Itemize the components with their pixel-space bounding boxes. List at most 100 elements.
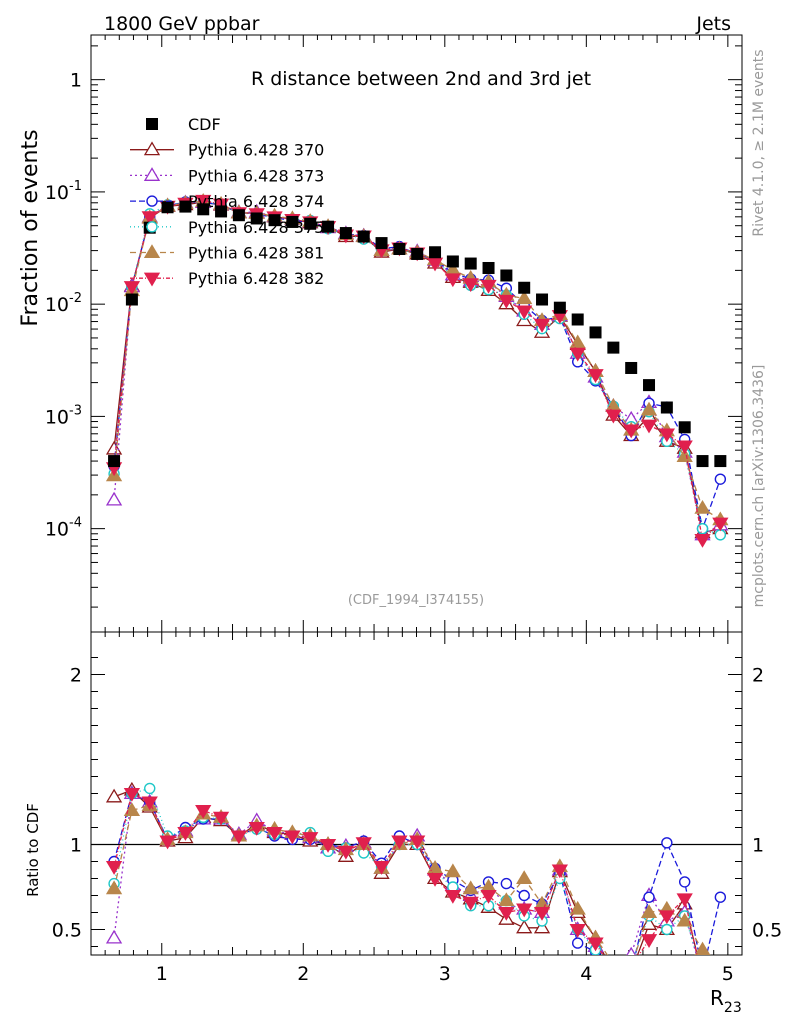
series-382-point [605,409,622,424]
x-tick-label: 3 [439,963,451,985]
cdf-data-point [607,341,620,354]
cdf-data-point [179,200,192,213]
series-382-ratio-point [480,889,497,904]
series-374-ratio-point [698,967,708,977]
cdf-data-point [553,301,566,314]
series-374-ratio-point [661,837,673,849]
series-382-ratio-point [676,893,693,908]
series-382-ratio-point [212,811,230,826]
series-382-ratio-point [696,976,710,988]
cdf-data-point [571,313,584,326]
cdf-data-point [482,261,495,274]
series-382-ratio-point [302,832,319,846]
series-375-ratio-point [698,967,708,977]
ratio-tick-label-right: 2 [752,665,764,687]
x-axis-label-main: R [710,986,724,1010]
legend-marker [143,244,161,259]
cdf-data-point [536,293,549,306]
series-370-ratio-point [516,919,533,934]
cdf-data-point [161,201,174,214]
y-tick-label: 10-4 [45,516,82,541]
series-381-ratio-point [624,960,638,972]
series-381-point [676,448,693,462]
series-382-ratio-point [195,804,212,819]
cdf-data-point [518,281,531,294]
ratio-frame [90,631,743,956]
x-tick-label: 2 [297,963,309,985]
series-381-ratio-point [676,912,693,927]
cdf-data-point [339,227,352,240]
series-382-point [712,517,729,532]
legend-marker-cdf [146,118,158,130]
x-tick-label: 4 [580,963,592,985]
header-left: 1800 GeV ppbar [104,13,260,35]
legend-marker [143,272,161,287]
y-tick-label: 10-1 [45,179,82,204]
cdf-data-point [625,361,638,374]
series-374-ratio-point [714,891,727,903]
series-381-ratio-point [498,892,515,907]
ratio-tick-label: 0.5 [52,920,82,942]
y-tick-exponent: -3 [69,403,82,418]
series-381-point [694,499,711,514]
series-382-point [516,305,533,320]
ratio-series [105,781,727,988]
legend-marker [146,221,158,233]
legend-marker [146,195,158,207]
cdf-data-point [286,215,299,228]
series-382-point [694,533,711,548]
series-382-ratio-point [624,962,638,974]
cdf-data-point [678,421,691,434]
series-381-ratio-point [462,880,479,895]
cdf-data-point [393,243,406,256]
series-382-ratio-point [355,837,372,852]
x-tick-label: 1 [156,963,168,985]
main-series [105,192,729,548]
header-right: Jets [695,13,731,35]
series-382-ratio-point [409,835,426,850]
series-381-ratio-point [606,957,620,969]
series-382-ratio-point [533,906,551,921]
series-373-ratio-point [626,946,637,955]
cdf-data-point [696,455,709,468]
series-382-ratio-point [248,821,265,836]
legend-label: Pythia 6.428 373 [188,166,324,185]
ratio-tick-label-right: 0.5 [752,920,782,942]
series-381-ratio-point [694,941,711,955]
series-375-ratio-point [608,959,618,969]
cdf-data-point [643,379,656,392]
legend-label: Pythia 6.428 374 [188,192,324,211]
series-381-ratio-point [569,900,586,915]
series-382-ratio-point [498,906,515,921]
series-374-ratio-point [608,959,618,969]
series-382-ratio-point [391,835,408,850]
series-382-point [623,424,640,439]
series-382-ratio-point [444,889,462,904]
cdf-data-point [714,455,727,468]
cdf-data-point [304,217,317,230]
series-381-point [640,401,658,416]
series-381-ratio-point [105,880,123,895]
series-382-point [533,318,551,333]
series-373-ratio-point [696,970,710,982]
legend-label: Pythia 6.428 375 [188,218,324,237]
series-382-point [569,347,586,362]
series-382-ratio-point [284,830,301,845]
series-382-ratio-point [606,967,620,979]
series-374-point [714,473,727,485]
y-tick-label: 1 [70,70,82,92]
y-tick-label: 10-2 [45,291,82,316]
y-tick-base: 10 [45,294,69,316]
series-382-ratio-point [587,937,604,952]
series-374-ratio-point [518,889,530,902]
cdf-data-point [250,212,263,225]
y-tick-base: 10 [45,406,69,428]
x-axis-label: R23 [710,986,742,1016]
cdf-data-point [411,247,424,260]
series-382-point [462,278,479,293]
legend-label: Pythia 6.428 370 [188,141,324,160]
cdf-data-point [589,326,602,339]
series-382-point [123,281,141,296]
y-tick-exponent: -1 [69,179,82,194]
